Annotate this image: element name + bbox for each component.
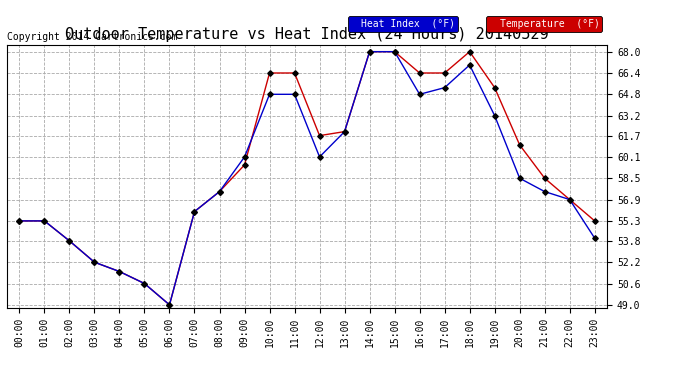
- Text: Copyright 2014 Cartronics.com: Copyright 2014 Cartronics.com: [7, 32, 177, 42]
- Title: Outdoor Temperature vs Heat Index (24 Hours) 20140529: Outdoor Temperature vs Heat Index (24 Ho…: [66, 27, 549, 42]
- Legend: Temperature  (°F): Temperature (°F): [486, 16, 602, 32]
